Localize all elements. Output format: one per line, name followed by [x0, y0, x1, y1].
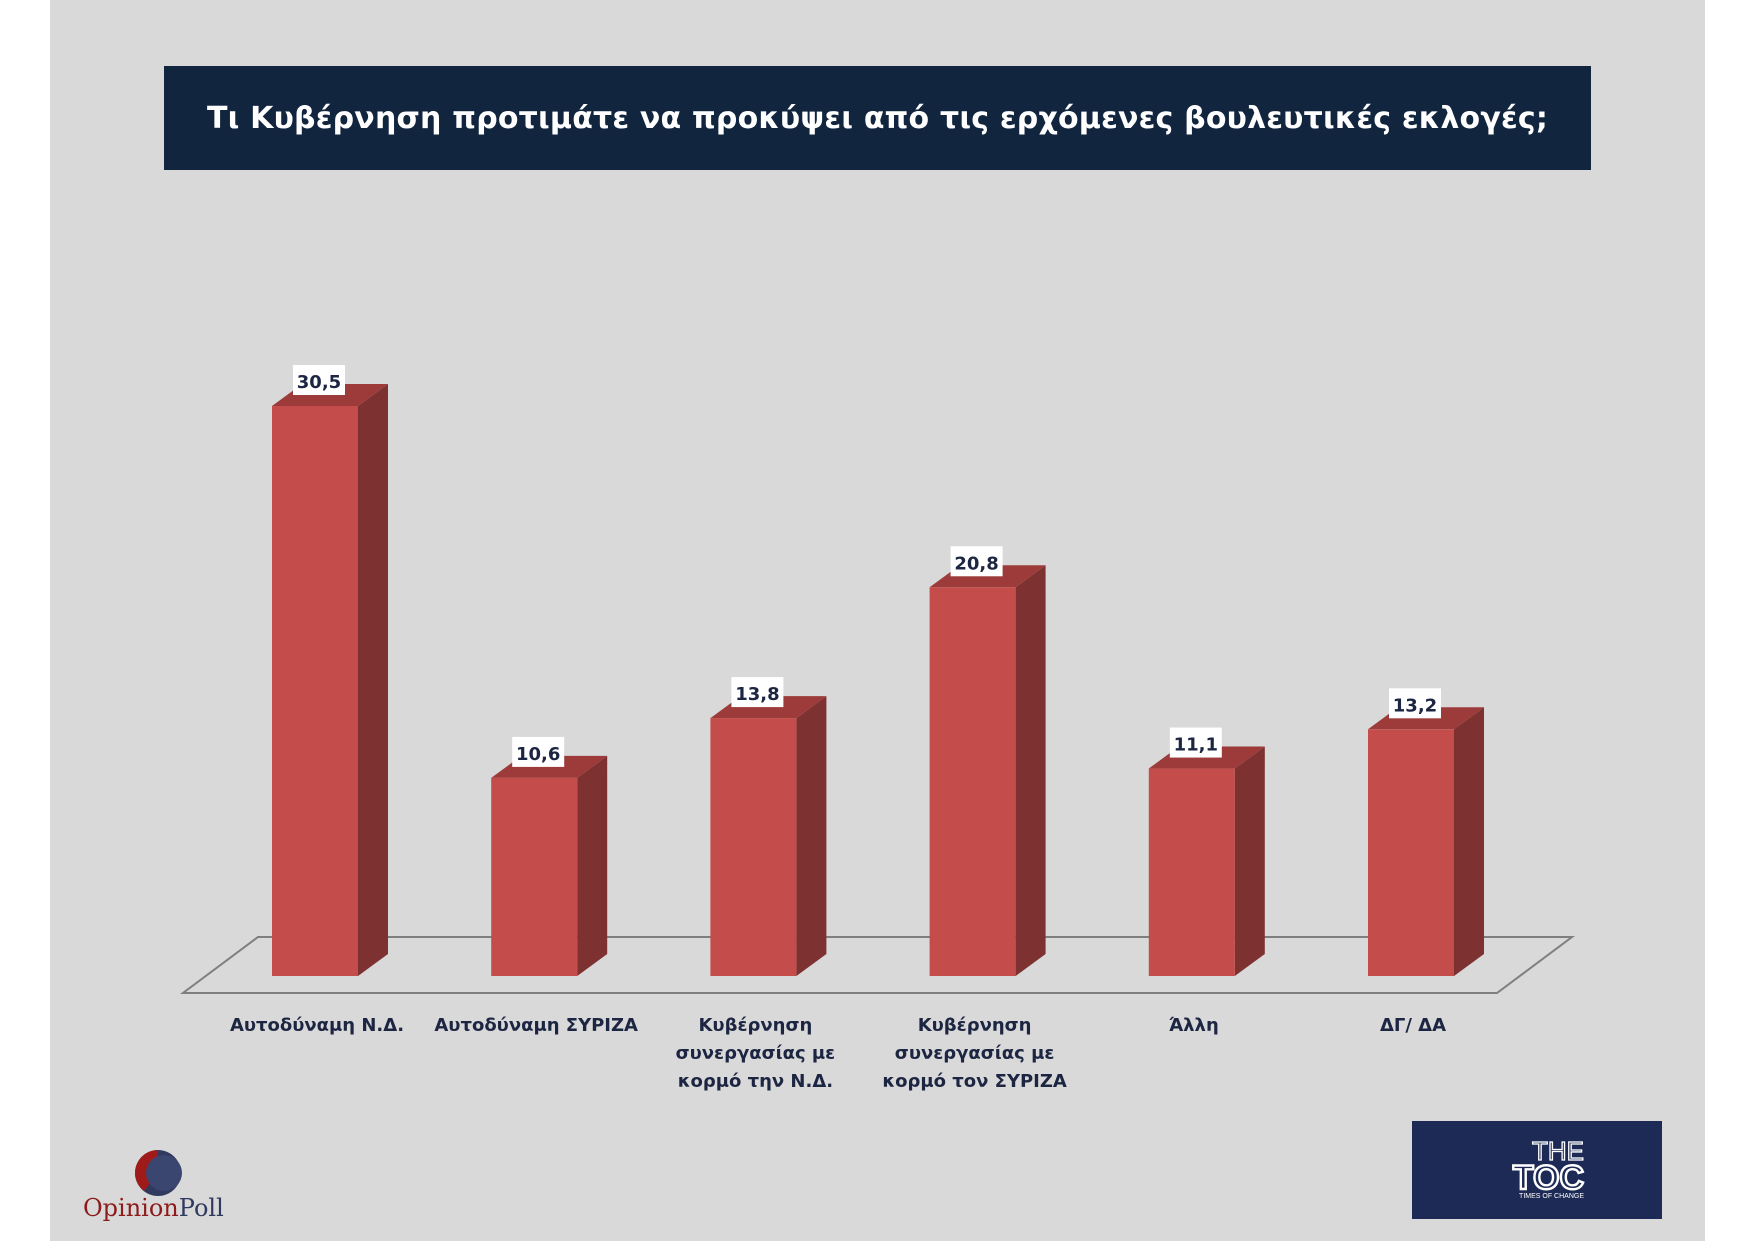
- chart-floor-plane: [179, 936, 1576, 994]
- data-label-3: 20,8: [950, 546, 1003, 577]
- data-label-4: 11,1: [1169, 727, 1222, 758]
- data-label-box: [1389, 688, 1441, 719]
- thetoc-tagline: TIMES OF CHANGE: [1519, 1193, 1584, 1200]
- title-bar: Τι Κυβέρνηση προτιμάτε να προκύψει από τ…: [164, 66, 1591, 170]
- data-label-box: [950, 546, 1003, 577]
- category-label-4: Άλλη: [1169, 1015, 1219, 1036]
- bar-front: [710, 718, 797, 976]
- category-label-5: ΔΓ/ ΔΑ: [1380, 1015, 1446, 1036]
- chart-bars: [272, 384, 1484, 976]
- data-label-text: 10,6: [516, 744, 560, 765]
- bar-0: [272, 384, 388, 976]
- thetoc-line2: TOC: [1513, 1159, 1584, 1197]
- opinionpoll-wordmark: OpinionPoll: [83, 1194, 224, 1222]
- chart-category-labels: Αυτοδύναμη Ν.Δ. Αυτοδύναμη ΣΥΡΙΖΑ Κυβέρνησ…: [230, 1015, 1446, 1092]
- category-label-0: Αυτοδύναμη Ν.Δ.: [230, 1015, 404, 1036]
- data-label-text: 13,8: [735, 684, 779, 705]
- data-label-box: [512, 736, 565, 767]
- bar-5: [1368, 707, 1484, 976]
- opinionpoll-logo: [78, 1140, 238, 1230]
- bar-side: [796, 696, 827, 976]
- bar-side: [577, 755, 608, 976]
- opinionpoll-circle-logo: [135, 1150, 182, 1196]
- data-label-text: 20,8: [954, 553, 998, 574]
- thetoc-logo: THE TOC TIMES OF CHANGE: [1412, 1121, 1662, 1219]
- chart-title: Τι Κυβέρνηση προτιμάτε να προκύψει από τ…: [206, 100, 1549, 136]
- opinionpoll-word1: Opinion: [83, 1194, 179, 1222]
- data-label-text: 30,5: [297, 372, 341, 393]
- bar-side: [1015, 565, 1046, 976]
- chart-floor: [179, 936, 1576, 994]
- category-label-2: συνεργασίας με: [676, 1043, 836, 1064]
- data-label-text: 13,2: [1393, 695, 1437, 716]
- bar-front: [272, 406, 358, 976]
- chart-value-labels: 30,5 10,6 13,8 20,8 11,1 13,2: [293, 365, 1441, 767]
- bar-front: [1368, 729, 1454, 976]
- opinionpoll-word2: Poll: [178, 1194, 224, 1222]
- bar-2: [710, 696, 827, 976]
- bar-side: [1454, 707, 1484, 976]
- data-label-0: 30,5: [293, 365, 345, 395]
- category-label-3: κορμό τον ΣΥΡΙΖΑ: [882, 1071, 1067, 1092]
- bar-front: [491, 777, 578, 976]
- bar-4: [1148, 746, 1265, 976]
- bar-1: [491, 755, 608, 976]
- category-label-2: Κυβέρνηση: [698, 1015, 812, 1036]
- bar-side: [1234, 746, 1265, 976]
- bar-3: [929, 565, 1046, 976]
- data-label-5: 13,2: [1389, 688, 1441, 719]
- category-label-3: συνεργασίας με: [895, 1043, 1055, 1064]
- category-label-3: Κυβέρνηση: [918, 1015, 1032, 1036]
- data-label-1: 10,6: [512, 736, 565, 767]
- data-label-box: [1169, 727, 1222, 758]
- thetoc-line1: THE: [1532, 1136, 1584, 1166]
- category-label-2: κορμό την Ν.Δ.: [678, 1071, 833, 1092]
- thetoc-logo-svg: THE TOC TIMES OF CHANGE: [1512, 1135, 1586, 1200]
- bar-front: [929, 587, 1016, 976]
- data-label-2: 13,8: [731, 677, 784, 708]
- category-label-1: Αυτοδύναμη ΣΥΡΙΖΑ: [434, 1015, 638, 1036]
- data-label-text: 11,1: [1174, 735, 1218, 756]
- data-label-box: [293, 365, 345, 395]
- bar-front: [1148, 768, 1235, 976]
- bar-side: [358, 384, 388, 976]
- data-label-box: [731, 677, 784, 708]
